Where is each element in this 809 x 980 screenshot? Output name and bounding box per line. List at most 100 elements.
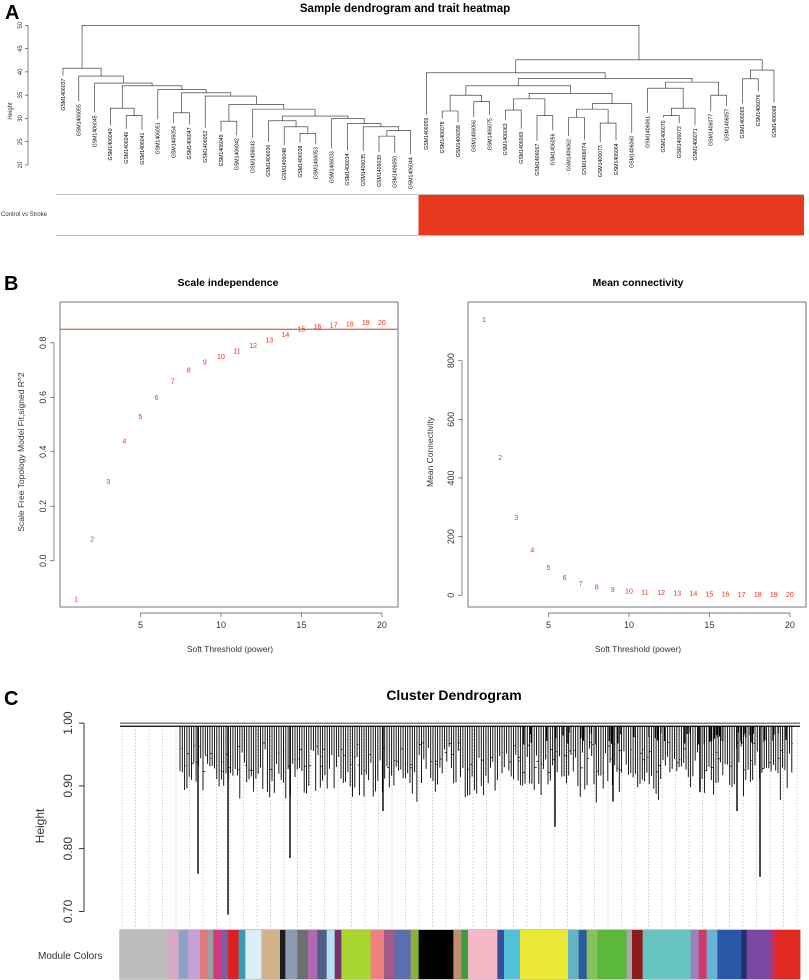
dendrogram-a-leaf-label: GSM1406037	[61, 78, 67, 110]
mean-connectivity-x-tick-label: 20	[785, 620, 795, 630]
cluster-dendrogram-y-axis: 0.70 0.80 0.90 1.00	[61, 711, 85, 923]
module-color-segment	[741, 930, 747, 979]
scale-independence-point-label: 13	[265, 338, 273, 345]
scale-independence-ylabel: Scale Free Topology Model Fit,signed R^2	[16, 372, 26, 532]
dendrogram-a-leaf-label: GSM1406076	[756, 94, 762, 126]
dendrogram-a-branch	[568, 117, 585, 140]
module-color-segment	[394, 930, 411, 979]
dendrogram-a-y-tick-label: 25	[18, 138, 24, 145]
dendrogram-a-y-tick-label: 35	[18, 91, 24, 98]
scale-independence-point-label: 16	[314, 324, 322, 331]
dendrogram-a-leaf-label: GSM1406056	[551, 133, 557, 165]
module-color-segment	[453, 930, 462, 979]
mean-connectivity-point-label: 2	[498, 455, 502, 462]
dendrogram-a-branch	[663, 115, 680, 124]
dendrogram-a-branch	[283, 126, 309, 145]
scale-independence-point-label: 7	[171, 378, 175, 385]
scale-independence-point-label: 11	[233, 349, 240, 356]
dendrogram-a-leaf-label: GSM1406033	[329, 151, 335, 183]
cluster-dendrogram-tree	[120, 722, 800, 928]
module-color-segment	[468, 930, 498, 979]
mean-connectivity-point-label: 11	[641, 589, 648, 596]
dendrogram-a-leaf-label: GSM1406062	[566, 139, 572, 171]
module-color-segment	[626, 930, 633, 979]
module-colors-label: Module Colors	[38, 951, 102, 962]
dendrogram-a-branch	[592, 103, 633, 133]
scale-independence-plot: 5 10 15 200.00.20.40.60.8123456789101112131…	[38, 301, 399, 630]
module-color-segment	[245, 930, 262, 979]
dendrogram-a-branch	[378, 135, 396, 153]
module-color-segment	[578, 930, 587, 979]
module-color-segment	[178, 930, 189, 979]
dendrogram-a-y-axis: 20 25 30 35 40 45 50	[18, 21, 29, 168]
module-color-segment	[690, 930, 699, 979]
module-color-segment	[308, 930, 318, 979]
dendrogram-a-branch	[513, 98, 546, 116]
scale-independence-point-label: 17	[330, 323, 338, 330]
scale-independence-title: Scale independence	[178, 277, 279, 289]
scale-independence-point-label: 6	[155, 395, 159, 402]
module-color-segment	[770, 930, 777, 979]
mean-connectivity-ylabel: Mean Connectivity	[425, 416, 435, 487]
dendrogram-a-leaf-label: GSM1406048	[282, 148, 288, 180]
module-color-segment	[568, 930, 579, 979]
module-color-segment	[334, 930, 342, 979]
scale-independence-y-tick-label: 0.2	[38, 500, 48, 513]
panel-c-letter: C	[4, 688, 18, 710]
module-color-segment	[504, 930, 521, 979]
dendrogram-a-branch	[671, 107, 696, 126]
module-color-segment	[776, 930, 801, 979]
module-colors-bar	[119, 929, 801, 980]
scale-independence-point-label: 15	[298, 327, 306, 334]
trait-cell-control	[56, 195, 419, 235]
dendrogram-a-branch	[173, 112, 190, 125]
dendrogram-a-leaf-label: GSM1406046	[124, 132, 130, 164]
dendrogram-a-leaf-label: GSM1406051	[156, 122, 162, 154]
scale-independence-xlabel: Soft Threshold (power)	[187, 644, 273, 654]
module-color-segment	[213, 930, 222, 979]
dendrogram-a-leaf-label: GSM1406060	[630, 136, 636, 168]
dendrogram-a-branch	[78, 75, 124, 102]
scale-independence-point-label: 19	[362, 320, 370, 327]
dendrogram-a-title: Sample dendrogram and trait heatmap	[300, 3, 510, 15]
module-color-segment	[418, 930, 454, 979]
dendrogram-a-leaf-label: GSM1406053	[314, 147, 320, 179]
dendrogram-a-branch	[125, 115, 143, 130]
mean-connectivity-title: Mean connectivity	[592, 277, 683, 289]
dendrogram-a-leaf-label: GSM1406043	[250, 141, 256, 173]
mean-connectivity-x-tick-label: 5	[546, 620, 551, 630]
scale-independence-x-tick-label: 20	[377, 620, 387, 630]
dendrogram-a-y-tick-label: 30	[18, 114, 24, 121]
mean-connectivity-point-label: 18	[754, 592, 762, 599]
cluster-dendrogram-ylabel: Height	[33, 808, 47, 843]
dendrogram-a-leaf-label: GSM1406064	[614, 143, 620, 175]
dendrogram-a-branch	[426, 72, 606, 115]
mean-connectivity-frame	[467, 301, 807, 608]
cluster-dendrogram-y-tick-label: 0.90	[61, 774, 75, 798]
cluster-dendrogram-y-tick-label: 1.00	[61, 711, 75, 735]
module-color-segment	[168, 930, 179, 979]
dendrogram-a-leaf-label: GSM1406035	[361, 154, 367, 186]
scale-independence-y-tick-label: 0.8	[38, 337, 48, 350]
module-color-segment	[642, 930, 691, 979]
dendrogram-a-branch	[347, 123, 382, 151]
scale-independence-point-label: 20	[378, 320, 386, 327]
mean-connectivity-point-label: 15	[706, 591, 714, 598]
module-color-segment	[597, 930, 627, 979]
dendrogram-a-branch	[157, 89, 207, 120]
dendrogram-a-branch	[576, 108, 609, 124]
dendrogram-a-leaf-label: GSM1406054	[171, 126, 177, 158]
dendrogram-a-leaf-label: GSM1406045	[92, 115, 98, 147]
module-color-segment	[461, 930, 469, 979]
dendrogram-a-branch	[299, 133, 317, 145]
scale-independence-y-tick-label: 0.4	[38, 446, 48, 459]
dendrogram-a-branch	[62, 67, 102, 77]
dendrogram-a-branch	[473, 101, 490, 118]
dendrogram-a-branch	[268, 120, 297, 142]
mean-connectivity-point-label: 1	[482, 317, 486, 324]
dendrogram-a-ylabel: Height	[8, 102, 14, 120]
dendrogram-a-branch	[386, 130, 411, 155]
mean-connectivity-point-label: 14	[689, 591, 697, 598]
dendrogram-a-branch	[220, 120, 238, 136]
